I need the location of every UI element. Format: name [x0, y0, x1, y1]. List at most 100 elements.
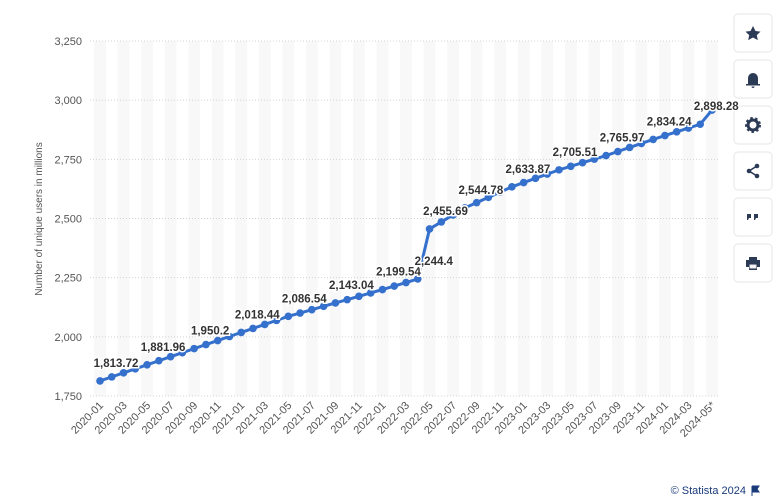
band — [541, 41, 554, 396]
band — [353, 41, 365, 396]
data-point — [166, 352, 175, 361]
data-point — [425, 225, 434, 233]
data-point — [555, 166, 563, 174]
data-label: 1,950.2 — [191, 326, 229, 338]
band — [494, 41, 507, 396]
data-point — [672, 128, 681, 136]
band — [635, 41, 648, 396]
data-label: 2,018.44 — [235, 309, 280, 321]
band — [376, 41, 389, 396]
data-label: 2,544.78 — [458, 185, 503, 197]
data-point — [566, 162, 575, 171]
band — [329, 41, 342, 396]
data-point — [272, 316, 281, 325]
y-tick-label: 2,250 — [54, 273, 82, 285]
band — [188, 41, 201, 396]
data-point — [413, 275, 422, 283]
favorite-button[interactable] — [733, 13, 773, 53]
data-point — [131, 365, 140, 373]
data-point — [331, 299, 340, 307]
data-point — [637, 139, 646, 148]
band — [659, 41, 671, 396]
data-point — [708, 106, 716, 114]
band — [211, 41, 224, 396]
data-label: 2,898.28 — [694, 101, 739, 113]
data-point — [178, 348, 187, 357]
data-label: 1,813.72 — [94, 358, 139, 370]
data-point — [496, 188, 504, 196]
data-label: 2,244.4 — [415, 256, 454, 268]
data-point — [614, 147, 622, 156]
y-tick-label: 2,750 — [54, 154, 82, 166]
data-point — [107, 373, 116, 381]
data-point — [390, 282, 399, 290]
data-point — [96, 377, 104, 385]
data-label: 1,881.96 — [141, 342, 186, 354]
data-point — [519, 178, 528, 187]
y-tick-label: 3,250 — [54, 36, 82, 48]
data-point — [461, 204, 469, 212]
data-point — [684, 124, 693, 132]
data-point — [625, 143, 634, 152]
data-point — [602, 151, 610, 160]
settings-button[interactable] — [733, 105, 773, 145]
data-label: 2,705.51 — [553, 147, 598, 159]
band — [235, 41, 248, 396]
data-point — [543, 170, 552, 178]
data-point — [366, 289, 375, 297]
data-point — [696, 120, 705, 129]
data-point — [190, 344, 198, 353]
band — [470, 41, 483, 396]
data-point — [119, 369, 128, 377]
y-tick-label: 1,750 — [54, 391, 82, 403]
data-point — [249, 324, 257, 333]
data-point — [308, 305, 316, 314]
y-axis-label: Number of unique users in millions — [34, 142, 45, 295]
band — [305, 41, 318, 396]
data-label: 2,199.54 — [376, 267, 421, 279]
data-point — [590, 155, 599, 163]
data-point — [661, 131, 669, 140]
data-point — [319, 302, 328, 311]
data-point — [472, 198, 481, 207]
data-point — [531, 174, 540, 183]
data-point — [296, 309, 304, 317]
data-label: 2,455.69 — [423, 206, 468, 218]
band — [682, 41, 695, 396]
data-point — [484, 193, 493, 202]
band — [611, 41, 624, 396]
data-label: 2,143.04 — [329, 280, 374, 292]
data-point — [225, 332, 234, 341]
data-point — [237, 328, 246, 337]
flag-icon — [751, 485, 760, 496]
band — [517, 41, 530, 396]
data-point — [378, 285, 387, 294]
side-buttons — [733, 13, 773, 283]
data-label: 2,765.97 — [600, 133, 645, 145]
data-point — [260, 320, 269, 329]
data-point — [437, 218, 446, 226]
alert-button[interactable] — [733, 59, 773, 99]
y-tick-label: 2,000 — [54, 332, 82, 344]
data-point — [355, 292, 363, 301]
share-button[interactable] — [733, 151, 773, 191]
data-point — [284, 312, 293, 321]
y-tick-label: 2,500 — [54, 214, 82, 226]
data-point — [578, 158, 587, 167]
data-point — [143, 360, 151, 369]
data-label: 2,834.24 — [647, 116, 692, 128]
data-point — [649, 135, 657, 144]
data-label: 2,633.87 — [506, 164, 551, 176]
data-point — [202, 340, 210, 349]
cite-button[interactable] — [733, 197, 773, 237]
band — [164, 41, 177, 396]
data-point — [508, 183, 516, 191]
data-point — [449, 211, 457, 219]
data-label: 2,086.54 — [282, 293, 327, 305]
data-point — [155, 356, 163, 365]
data-point — [343, 295, 351, 304]
y-tick-label: 3,000 — [54, 95, 82, 107]
print-button[interactable] — [733, 243, 773, 283]
source: © Statista 2024 — [671, 485, 746, 497]
